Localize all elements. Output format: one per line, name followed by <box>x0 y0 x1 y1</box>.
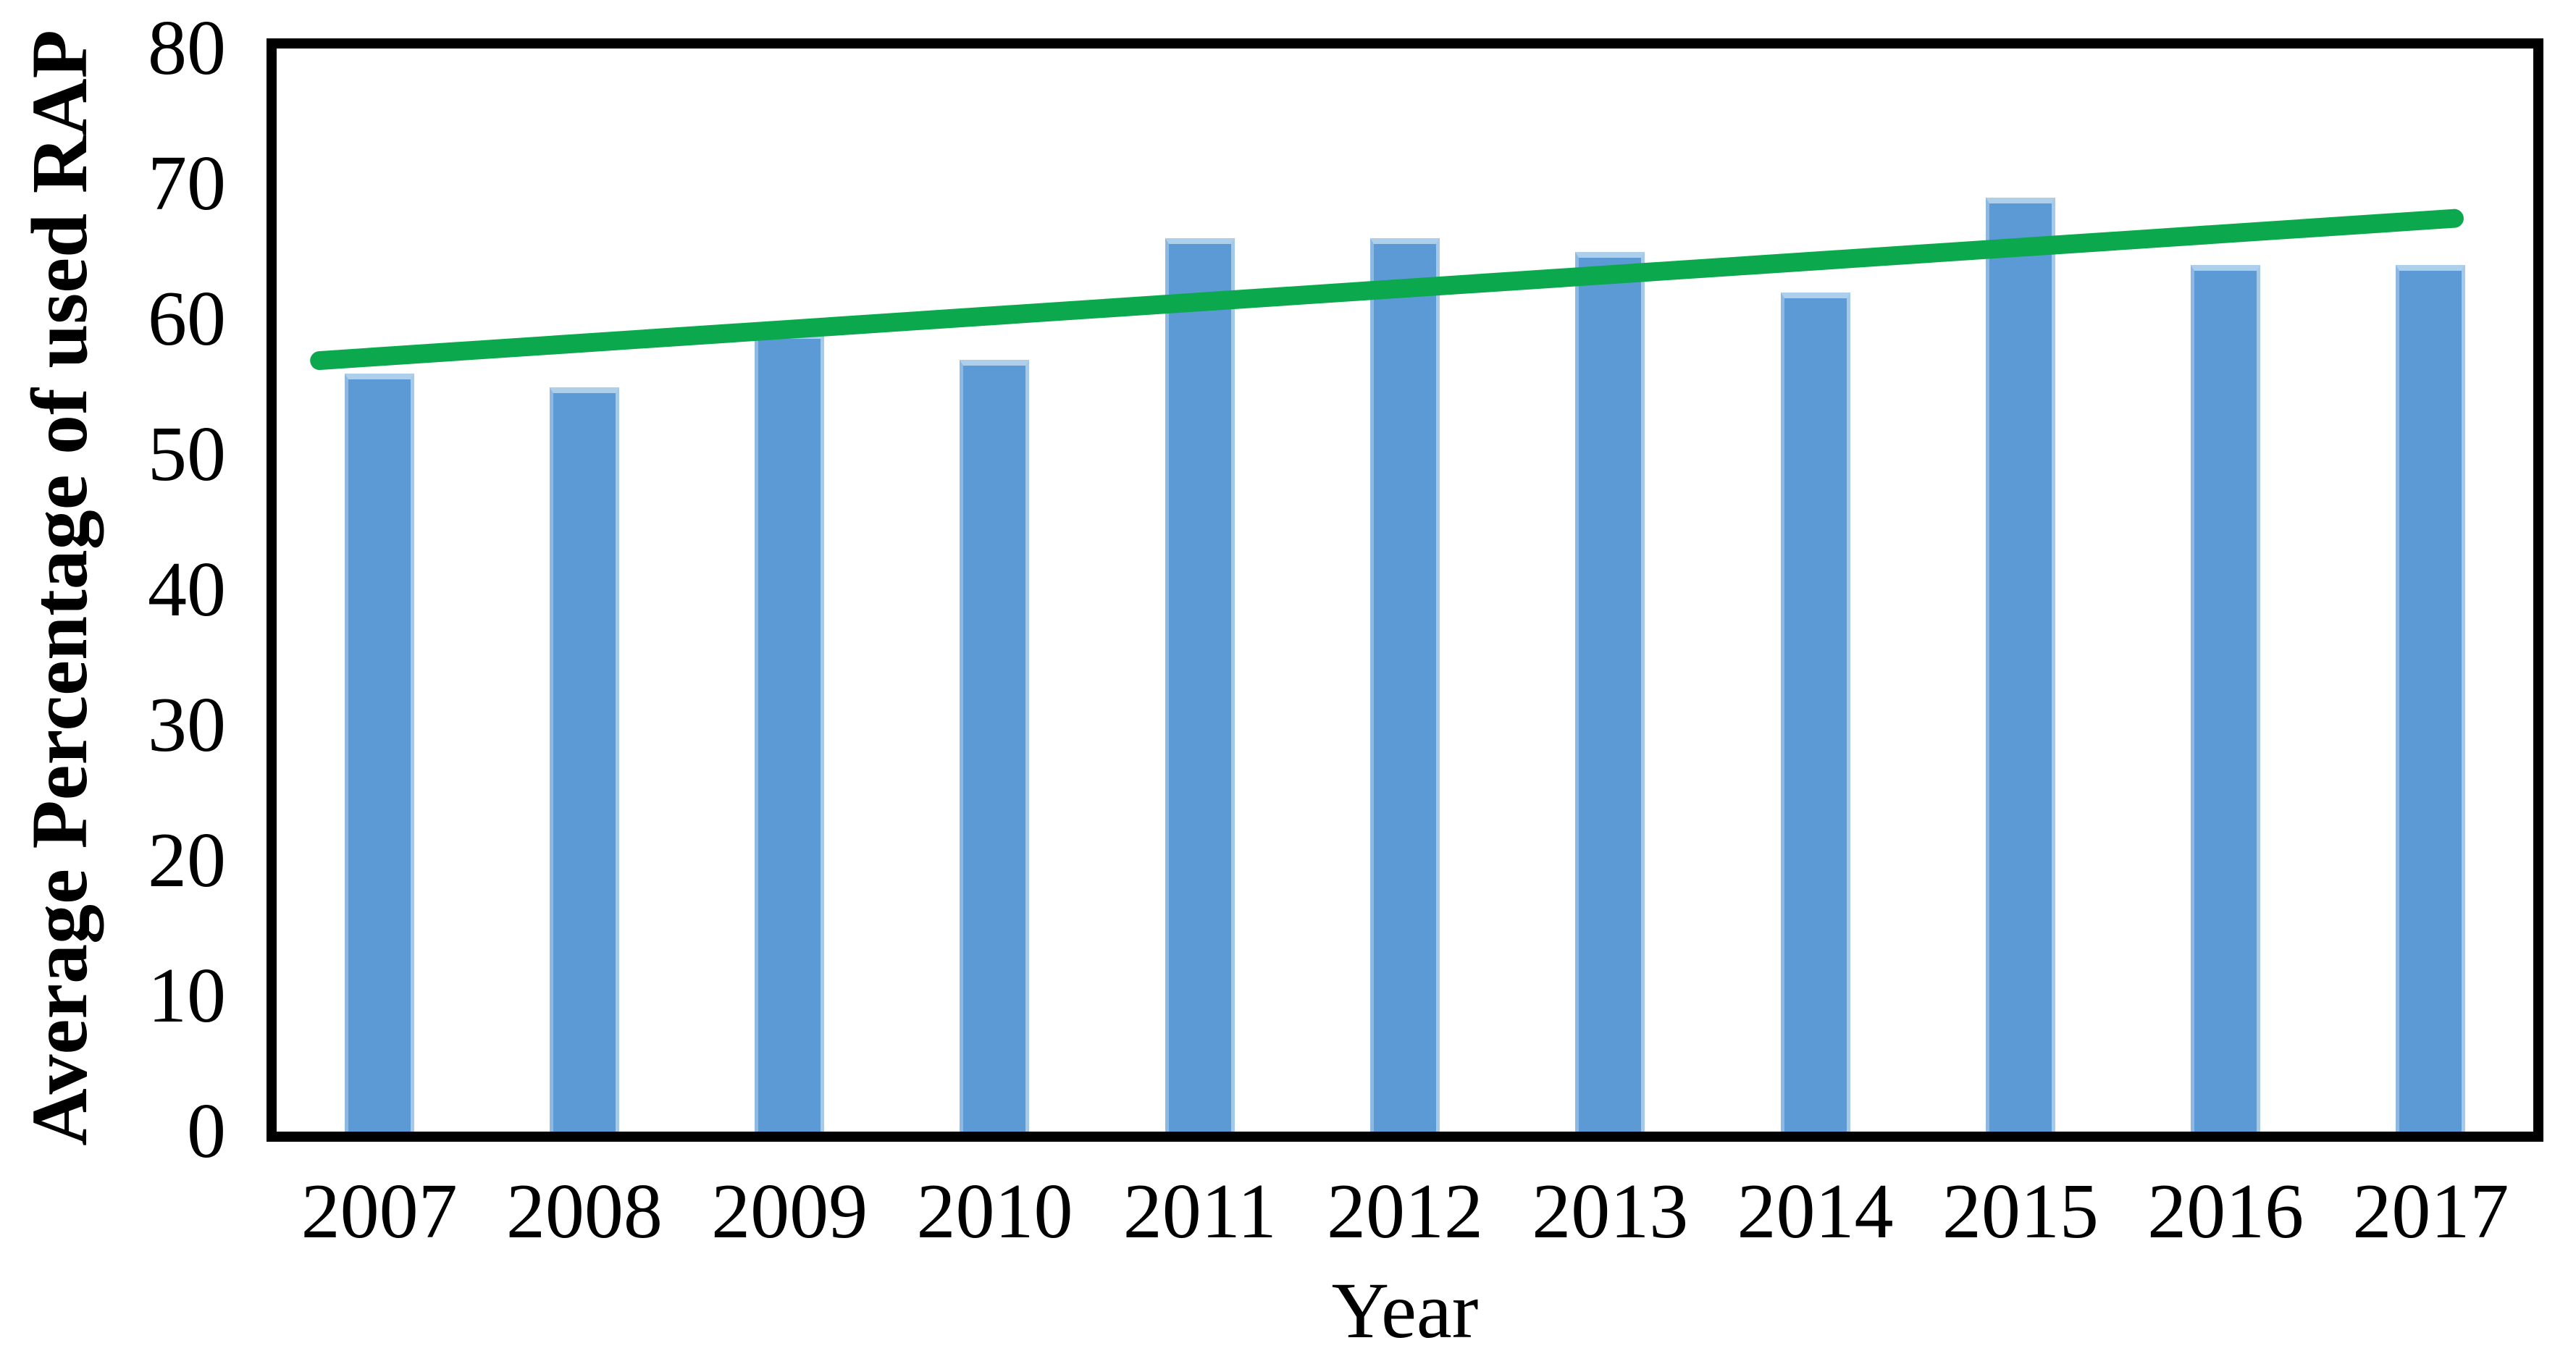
trendline <box>310 209 2464 371</box>
x-tick-label-2008: 2008 <box>505 1169 663 1255</box>
y-tick-label-80: 80 <box>148 5 226 91</box>
y-tick-label-30: 30 <box>148 682 226 768</box>
x-tick-label-2010: 2010 <box>916 1169 1073 1255</box>
bar-2017 <box>2396 265 2466 1132</box>
bar-2009 <box>755 332 825 1132</box>
bar-2010 <box>960 360 1030 1132</box>
x-tick-label-2017: 2017 <box>2352 1169 2509 1255</box>
y-tick-label-70: 70 <box>148 140 226 227</box>
y-tick-label-50: 50 <box>148 411 226 497</box>
x-tick-label-2016: 2016 <box>2147 1169 2304 1255</box>
bar-2012 <box>1370 237 1440 1132</box>
x-tick-label-2014: 2014 <box>1737 1169 1894 1255</box>
y-tick-label-60: 60 <box>148 276 226 362</box>
plot-area <box>267 38 2543 1142</box>
bar-2016 <box>2191 265 2261 1132</box>
x-tick-label-2015: 2015 <box>1942 1169 2099 1255</box>
x-tick-label-2011: 2011 <box>1123 1169 1277 1255</box>
x-tick-label-2012: 2012 <box>1327 1169 1483 1255</box>
bar-2013 <box>1575 251 1645 1132</box>
x-axis-title: Year <box>1331 1266 1479 1355</box>
bar-2007 <box>344 373 414 1132</box>
bar-2014 <box>1780 292 1850 1132</box>
x-tick-label-2013: 2013 <box>1532 1169 1689 1255</box>
bar-2015 <box>1985 197 2055 1132</box>
trendline-path <box>310 209 2464 371</box>
bar-2008 <box>549 387 619 1132</box>
y-tick-label-0: 0 <box>187 1088 226 1174</box>
x-tick-label-2009: 2009 <box>711 1169 868 1255</box>
bar-2011 <box>1165 237 1235 1132</box>
x-tick-label-2007: 2007 <box>301 1169 458 1255</box>
y-tick-label-40: 40 <box>148 547 226 633</box>
y-tick-label-10: 10 <box>148 953 226 1039</box>
y-tick-label-20: 20 <box>148 817 226 904</box>
